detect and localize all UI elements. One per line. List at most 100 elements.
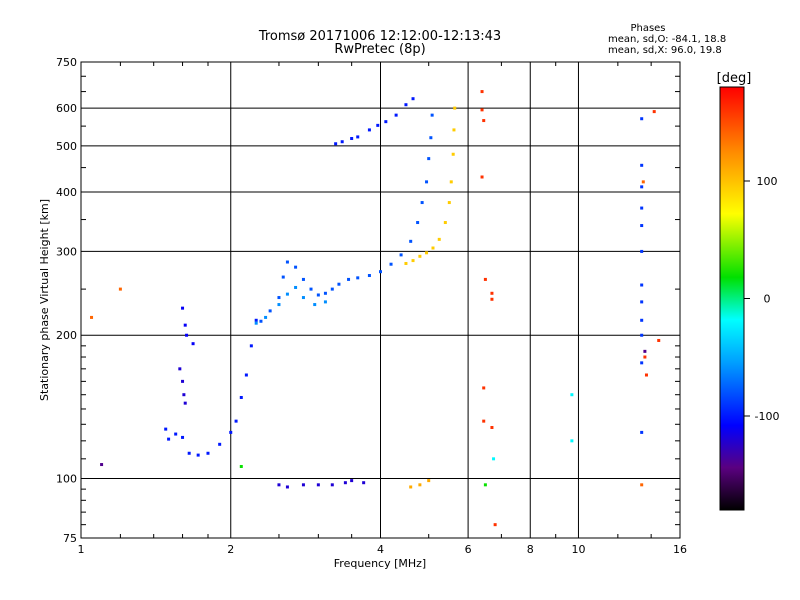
echo-point [277,296,281,300]
echo-point [367,274,371,278]
x-tick-label: 1 [78,543,85,556]
echo-point [437,237,441,241]
echo-point [427,157,431,161]
y-tick-label: 400 [56,186,77,199]
echo-point [277,483,281,487]
y-tick-label: 500 [56,140,77,153]
echo-point [640,206,644,210]
echo-point [181,435,185,439]
echo-point [183,323,187,327]
echo-point [316,293,320,297]
grid-lines [81,62,680,538]
echo-point [323,291,327,295]
colorbar-tick-label: 0 [764,293,771,306]
echo-point [641,180,645,184]
echo-point [347,277,351,281]
echo-point [483,277,487,281]
echo-point [483,483,487,487]
y-tick-labels: 75 100 200 300 400 500 600 750 [56,56,77,545]
echo-point [334,142,338,146]
y-tick-label: 750 [56,56,77,69]
echo-point [294,265,298,269]
echo-point [268,309,272,313]
echo-point [384,120,388,124]
echo-point [640,333,644,337]
echo-point [411,259,415,263]
echo-point [409,485,413,489]
echo-point [443,221,447,225]
echo-point [452,128,456,132]
chart-subtitle: RwPretec (8p) [334,42,425,57]
echo-point [492,457,496,461]
echo-point [418,483,422,487]
echo-point [350,137,354,141]
echo-point [389,262,393,266]
echo-point [425,180,429,184]
echo-point [118,287,122,291]
echo-point [206,451,210,455]
echo-point [394,113,398,117]
echo-point [281,275,285,279]
echo-point [480,175,484,179]
echo-point [431,246,435,250]
echo-point [379,270,382,274]
echo-point [430,113,434,117]
echo-point [411,97,415,101]
echo-point [285,485,289,489]
x-tick-label: 6 [465,543,472,556]
echo-point [301,277,305,281]
echo-point [249,344,253,348]
y-tick-label: 100 [56,473,77,486]
echo-point [644,373,648,377]
echo-point [453,106,457,110]
echo-point [640,300,644,304]
x-tick-label: 16 [673,543,687,556]
echo-point [100,463,104,467]
echo-point [404,103,408,107]
stats-o-mode: mean, sd,O: -84.1, 18.8 [608,34,726,45]
chart-title: Tromsø 20171006 12:12:00-12:13:43 [258,29,501,44]
echo-point [480,108,484,112]
echo-point [330,287,334,291]
echo-point [340,140,344,144]
echo-point [429,136,433,140]
echo-points [90,90,661,527]
echo-point [640,483,644,487]
echo-point [640,283,644,287]
y-tick-label: 300 [56,245,77,258]
echo-point [482,419,486,423]
echo-point [350,479,354,483]
echo-point [482,119,486,123]
echo-point [191,342,195,346]
echo-point [239,464,243,468]
colorbar-ticks: 100 0 -100 [744,175,779,423]
echo-point [356,276,360,280]
colorbar-tick-label: -100 [755,410,780,423]
echo-point [167,437,171,441]
echo-point [330,483,334,487]
echo-point [640,361,644,365]
echo-point [643,355,647,359]
echo-point [640,249,644,253]
echo-point [234,419,238,423]
y-axis-label: Stationary phase Virtual Height [km] [38,199,51,401]
echo-point [640,430,644,434]
echo-point [643,349,647,353]
echo-point [254,318,258,322]
echo-point [181,379,185,383]
echo-point [451,152,455,156]
echo-point [640,185,644,189]
x-tick-label: 10 [571,543,585,556]
echo-point [323,300,327,304]
y-tick-label: 600 [56,102,77,115]
echo-point [343,481,347,485]
echo-point [316,483,320,487]
echo-point [427,479,431,483]
echo-point [182,393,186,397]
echo-point [425,251,429,255]
colorbar-label: [deg] [717,71,752,86]
echo-point [229,430,233,434]
stats-title: Phases [630,23,665,34]
echo-point [181,306,185,310]
